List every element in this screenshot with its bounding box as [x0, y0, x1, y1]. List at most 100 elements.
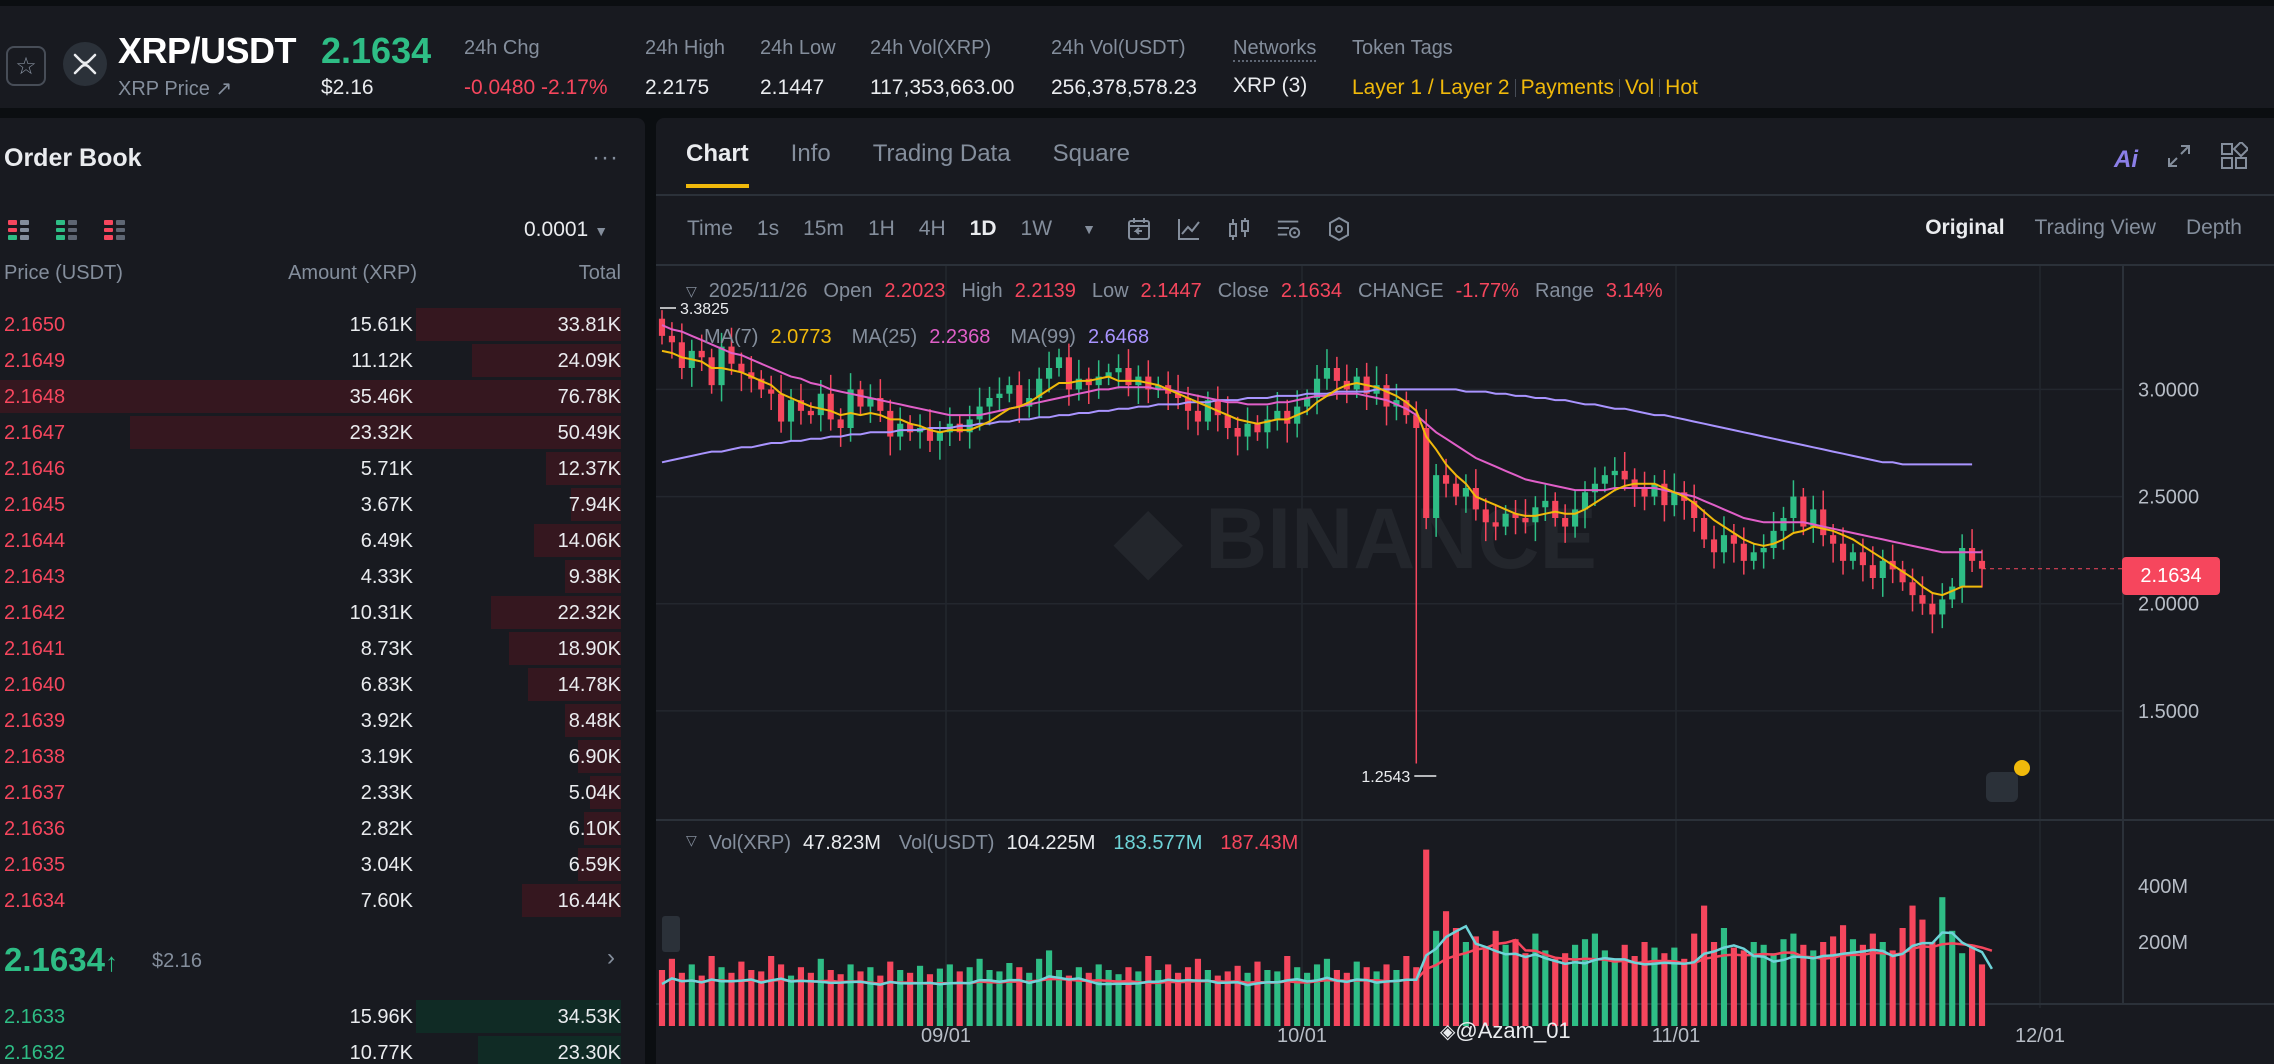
candle-body — [708, 357, 715, 386]
candle-body — [1284, 410, 1291, 424]
stat-label[interactable]: Networks — [1233, 37, 1317, 62]
volume-bar — [1333, 970, 1340, 1026]
stat-value: -0.0480 -2.17% — [464, 76, 608, 99]
tick-size-dropdown[interactable]: 0.0001 ▼ — [524, 218, 608, 242]
timeframe-time[interactable]: Time — [687, 217, 733, 240]
stat-networks[interactable]: Networks XRP (3) — [1233, 37, 1317, 98]
volume-bar — [1065, 975, 1072, 1026]
ask-total: 6.10K — [568, 818, 621, 840]
ask-row[interactable]: 2.1644 6.49K 14.06K — [0, 522, 621, 558]
ask-row[interactable]: 2.1649 11.12K 24.09K — [0, 342, 621, 378]
order-book-mid[interactable]: 2.1634↑ $2.16 › — [4, 936, 621, 986]
volume-bar — [1452, 928, 1460, 1026]
ask-row[interactable]: 2.1634 7.60K 16.44K — [0, 882, 621, 918]
token-tag[interactable]: Vol — [1624, 76, 1655, 99]
timeframe-1w[interactable]: 1W — [1020, 217, 1053, 240]
ask-row[interactable]: 2.1641 8.73K 18.90K — [0, 630, 621, 666]
calendar-icon[interactable] — [1126, 216, 1152, 242]
bid-row[interactable]: 2.1632 10.77K 23.30K — [0, 1034, 621, 1064]
ask-row[interactable]: 2.1639 3.92K 8.48K — [0, 702, 621, 738]
ask-row[interactable]: 2.1642 10.31K 22.32K — [0, 594, 621, 630]
favorite-button[interactable]: ☆ — [6, 46, 46, 86]
tab-chart[interactable]: Chart — [686, 140, 749, 188]
view-original[interactable]: Original — [1925, 216, 2005, 239]
volume-bar — [1254, 961, 1261, 1026]
view-depth[interactable]: Depth — [2185, 216, 2242, 239]
volume-bar — [1234, 965, 1241, 1026]
timeframe-15m[interactable]: 15m — [803, 217, 844, 240]
chevron-right-icon[interactable]: › — [607, 944, 615, 971]
candlestick-chart[interactable]: ◆ BINANCE 3.0000 2.5000 2.0000 1.5000 400M 200… — [656, 118, 2274, 1064]
timeframe-1d[interactable]: 1D — [969, 217, 997, 240]
order-book-title: Order Book — [4, 144, 142, 172]
ask-row[interactable]: 2.1638 3.19K 6.90K — [0, 738, 621, 774]
candle-body — [1949, 586, 1956, 600]
chevron-down-icon[interactable]: ▽ — [686, 283, 697, 299]
xrp-logo-icon — [63, 42, 107, 86]
y-tick-label: 2.0000 — [2138, 594, 2199, 616]
y-tick-label: 3.0000 — [2138, 379, 2199, 401]
ma-label: MA(7) — [704, 326, 759, 348]
ask-row[interactable]: 2.1640 6.83K 14.78K — [0, 666, 621, 702]
chart-settings-icon[interactable] — [1276, 216, 1302, 242]
ohlc-change: -1.77% — [1455, 280, 1519, 302]
ai-icon[interactable]: Ai — [2114, 145, 2138, 173]
view-trading-view[interactable]: Trading View — [2034, 216, 2156, 239]
tab-square[interactable]: Square — [1052, 140, 1130, 167]
price-link[interactable]: XRP Price ↗ — [118, 78, 233, 100]
candle-body — [1939, 599, 1946, 615]
ask-row[interactable]: 2.1648 35.46K 76.78K — [0, 378, 621, 414]
indicator-icon[interactable] — [1176, 216, 1202, 242]
view-both-icon[interactable] — [8, 220, 30, 241]
pair-title[interactable]: XRP/USDT — [118, 30, 297, 71]
candle-body — [1869, 565, 1876, 578]
vol-ma5-line — [661, 924, 1993, 987]
ask-row[interactable]: 2.1645 3.67K 7.94K — [0, 486, 621, 522]
volume-bar — [748, 970, 755, 1026]
ohlc-label: Close — [1217, 280, 1269, 302]
chevron-down-icon[interactable]: ▽ — [686, 832, 697, 848]
ask-row[interactable]: 2.1647 23.32K 50.49K — [0, 414, 621, 450]
timeframe-toolbar: Time 1s 15m 1H 4H 1D 1W ▼ — [687, 216, 1352, 242]
token-tag[interactable]: Layer 1 / Layer 2 — [1352, 76, 1510, 99]
more-options-icon[interactable]: ··· — [592, 144, 619, 171]
volume-bar — [668, 958, 676, 1026]
ma7-line — [661, 349, 1982, 597]
token-tag[interactable]: Hot — [1665, 76, 1698, 99]
chevron-down-icon[interactable]: ▼ — [1082, 221, 1096, 237]
ask-price: 2.1636 — [4, 818, 66, 840]
bid-row[interactable]: 2.1633 15.96K 34.53K — [0, 998, 621, 1034]
tab-trading-data[interactable]: Trading Data — [872, 140, 1011, 167]
volume-bar — [1889, 950, 1896, 1026]
ohlc-close: 2.1634 — [1280, 280, 1343, 302]
candle-body — [877, 398, 884, 411]
ask-row[interactable]: 2.1643 4.33K 9.38K — [0, 558, 621, 594]
ask-row[interactable]: 2.1637 2.33K 5.04K — [0, 774, 621, 810]
ma25-value: 2.2368 — [929, 326, 991, 348]
layout-grid-icon[interactable] — [2220, 140, 2250, 177]
ask-row[interactable]: 2.1650 15.61K 33.81K — [0, 306, 621, 342]
candle-type-icon[interactable] — [1226, 216, 1252, 242]
ask-row[interactable]: 2.1636 2.82K 6.10K — [0, 810, 621, 846]
ask-row[interactable]: 2.1635 3.04K 6.59K — [0, 846, 621, 882]
stat-value[interactable]: XRP (3) — [1233, 74, 1308, 97]
stat-value: 2.2175 — [645, 76, 710, 99]
token-tag[interactable]: Payments — [1520, 76, 1614, 99]
tab-info[interactable]: Info — [790, 140, 831, 167]
ask-total: 7.94K — [568, 494, 621, 516]
timeframe-1h[interactable]: 1H — [867, 217, 895, 240]
token-tag-list: Layer 1 / Layer 2 Payments Vol Hot — [1352, 76, 1698, 100]
binance-logo-icon: ◈ — [1440, 1021, 1456, 1043]
volume-bar — [1363, 967, 1370, 1026]
hexagon-settings-icon[interactable] — [1326, 216, 1352, 242]
timeframe-4h[interactable]: 4H — [918, 217, 946, 240]
volume-bar — [1284, 956, 1291, 1026]
view-asks-icon[interactable] — [104, 220, 126, 241]
candle-body — [1879, 560, 1886, 578]
expand-icon[interactable] — [2166, 143, 2192, 176]
depth-bar — [0, 380, 621, 413]
view-bids-icon[interactable] — [56, 220, 78, 241]
timeframe-1s[interactable]: 1s — [756, 217, 780, 240]
ask-row[interactable]: 2.1646 5.71K 12.37K — [0, 450, 621, 486]
candle-body — [926, 428, 934, 441]
